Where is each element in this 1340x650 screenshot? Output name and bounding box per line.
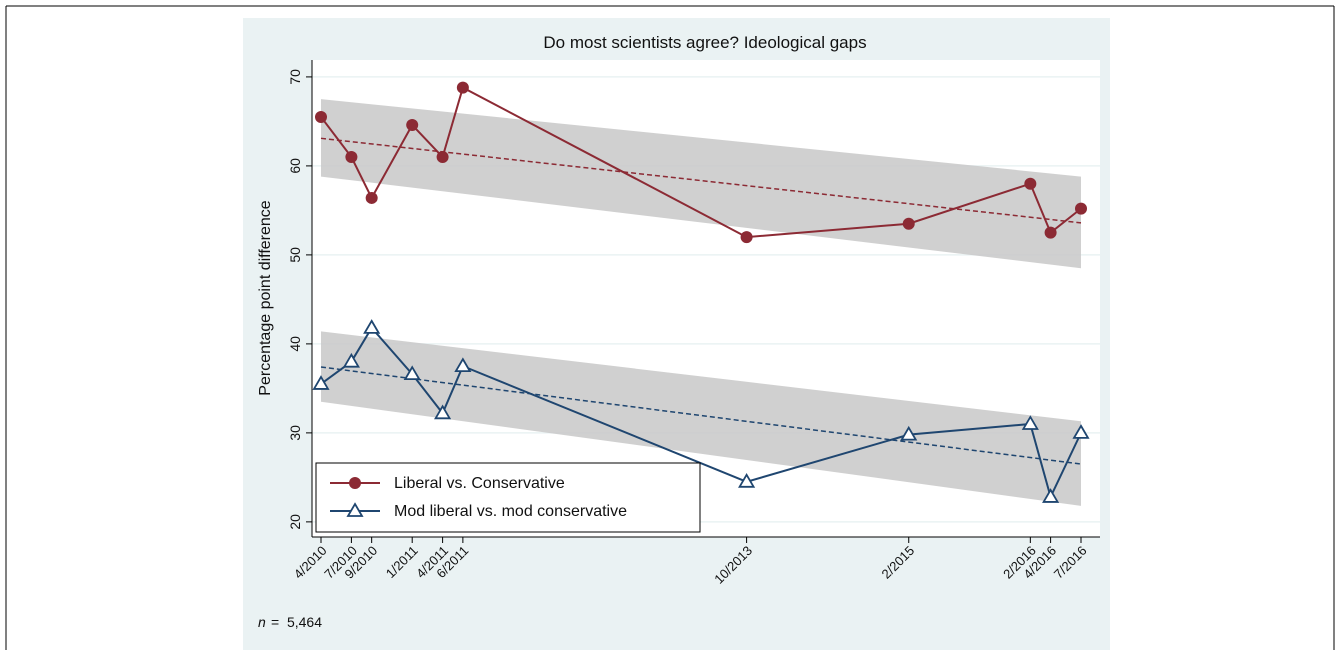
data-point [312,375,330,390]
data-point [900,425,918,441]
legend-marker [346,502,364,517]
legend-label: Mod liberal vs. mod conservative [394,503,627,520]
data-point [436,151,449,164]
data-point [345,151,358,164]
data-point [315,110,327,123]
data-point [740,231,753,244]
data-point [738,473,756,488]
confidence-band [321,331,1081,506]
data-point [1075,202,1087,215]
data-point [1044,226,1057,239]
y-tick-label: 70 [287,69,303,85]
note-symbol: n [258,614,266,630]
chart-title: Do most scientists agree? Ideological ga… [543,33,866,52]
y-tick-label: 50 [287,247,303,263]
data-point [902,217,915,230]
y-tick-label: 40 [287,336,303,352]
y-tick-label: 60 [287,158,303,174]
data-point [434,404,452,420]
y-tick-label: 30 [287,425,303,441]
data-point [363,319,381,334]
legend-box [315,462,701,533]
data-point [342,352,360,368]
note-value: = 5,464 [271,614,322,630]
data-point [1072,424,1090,439]
legend-label: Liberal vs. Conservative [394,475,565,492]
data-point [403,365,421,381]
y-tick-label: 20 [287,514,303,530]
data-point [365,191,378,204]
data-point [456,81,469,94]
data-point [1042,488,1060,503]
data-point [406,118,419,131]
data-point [1024,177,1037,190]
data-point [1021,415,1039,430]
data-point [454,357,472,373]
legend-marker [349,477,361,489]
y-axis-label: Percentage point difference [257,200,274,396]
